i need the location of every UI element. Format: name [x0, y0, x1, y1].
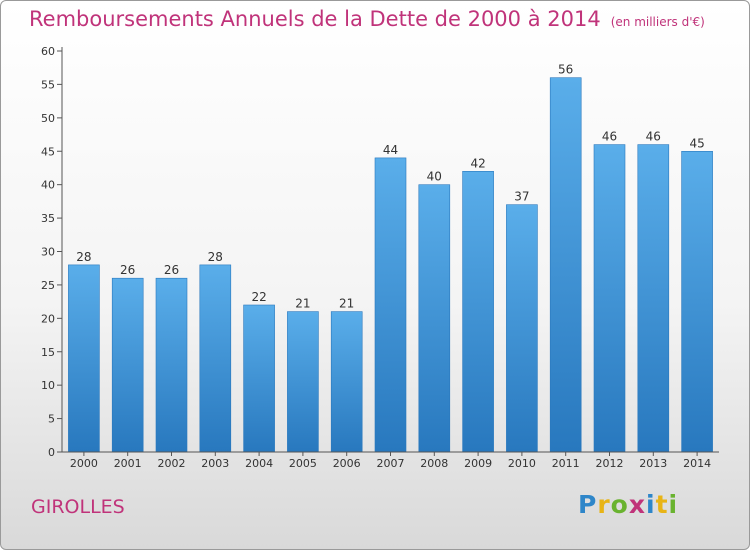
- chart-unit: (en milliers d'€): [610, 15, 705, 29]
- y-tick-25: 25: [41, 279, 55, 292]
- x-tick-2010: 2010: [508, 457, 536, 470]
- chart-title-text: Remboursements Annuels de la Dette de 20…: [29, 7, 601, 31]
- logo-letter: o: [610, 490, 629, 519]
- logo-letter: P: [578, 490, 598, 519]
- value-label-2000: 28: [76, 250, 91, 264]
- bar-2002: [155, 277, 188, 453]
- x-tick-2012: 2012: [596, 457, 624, 470]
- value-label-2001: 26: [120, 263, 135, 277]
- y-tick-10: 10: [41, 379, 55, 392]
- y-tick-45: 45: [41, 145, 55, 158]
- x-tick-2007: 2007: [377, 457, 405, 470]
- y-tick-5: 5: [48, 413, 55, 426]
- y-tick-30: 30: [41, 246, 55, 259]
- logo-letter: x: [628, 490, 646, 519]
- x-tick-2009: 2009: [464, 457, 492, 470]
- x-tick-2001: 2001: [114, 457, 142, 470]
- value-label-2010: 37: [514, 190, 529, 204]
- value-label-2009: 42: [470, 156, 485, 170]
- y-tick-40: 40: [41, 179, 55, 192]
- logo-letter: t: [655, 490, 669, 519]
- y-tick-0: 0: [48, 446, 55, 459]
- x-tick-2013: 2013: [639, 457, 667, 470]
- value-label-2014: 45: [689, 136, 704, 150]
- value-label-2006: 21: [339, 297, 354, 311]
- y-tick-35: 35: [41, 212, 55, 225]
- place-name: GIROLLES: [31, 496, 125, 518]
- value-label-2003: 28: [208, 250, 223, 264]
- y-tick-50: 50: [41, 112, 55, 125]
- logo-letter: r: [597, 490, 611, 519]
- logo-letter: i: [668, 490, 679, 519]
- bar-2001: [111, 277, 144, 453]
- x-tick-2003: 2003: [201, 457, 229, 470]
- y-tick-15: 15: [41, 346, 55, 359]
- value-label-2012: 46: [602, 130, 617, 144]
- x-tick-2011: 2011: [552, 457, 580, 470]
- x-tick-2014: 2014: [683, 457, 711, 470]
- value-label-2011: 56: [558, 63, 573, 77]
- x-tick-2008: 2008: [420, 457, 448, 470]
- value-label-2004: 22: [251, 290, 266, 304]
- bar-2013: [637, 144, 670, 453]
- bar-2007: [374, 157, 407, 453]
- y-tick-20: 20: [41, 312, 55, 325]
- bar-2006: [330, 311, 363, 453]
- bar-2005: [287, 311, 319, 453]
- bar-2000: [68, 264, 100, 453]
- value-label-2002: 26: [164, 263, 179, 277]
- proxiti-logo: Proxiti: [578, 490, 678, 519]
- bar-2009: [462, 171, 494, 453]
- bar-2003: [199, 264, 232, 453]
- value-label-2005: 21: [295, 297, 310, 311]
- value-label-2008: 40: [427, 170, 442, 184]
- value-label-2007: 44: [383, 143, 398, 157]
- bar-2004: [243, 304, 275, 453]
- bar-2014: [681, 151, 713, 453]
- bar-2012: [593, 144, 626, 453]
- bar-2008: [418, 184, 451, 453]
- x-tick-2002: 2002: [158, 457, 186, 470]
- y-tick-55: 55: [41, 78, 55, 91]
- bar-2011: [549, 77, 582, 453]
- x-tick-2000: 2000: [70, 457, 98, 470]
- x-tick-2004: 2004: [245, 457, 273, 470]
- x-tick-2005: 2005: [289, 457, 317, 470]
- value-label-2013: 46: [646, 130, 661, 144]
- bar-2010: [506, 204, 538, 453]
- x-tick-2006: 2006: [333, 457, 361, 470]
- logo-letter: i: [646, 490, 656, 519]
- chart-title: Remboursements Annuels de la Dette de 20…: [29, 7, 705, 31]
- y-tick-60: 60: [41, 45, 55, 58]
